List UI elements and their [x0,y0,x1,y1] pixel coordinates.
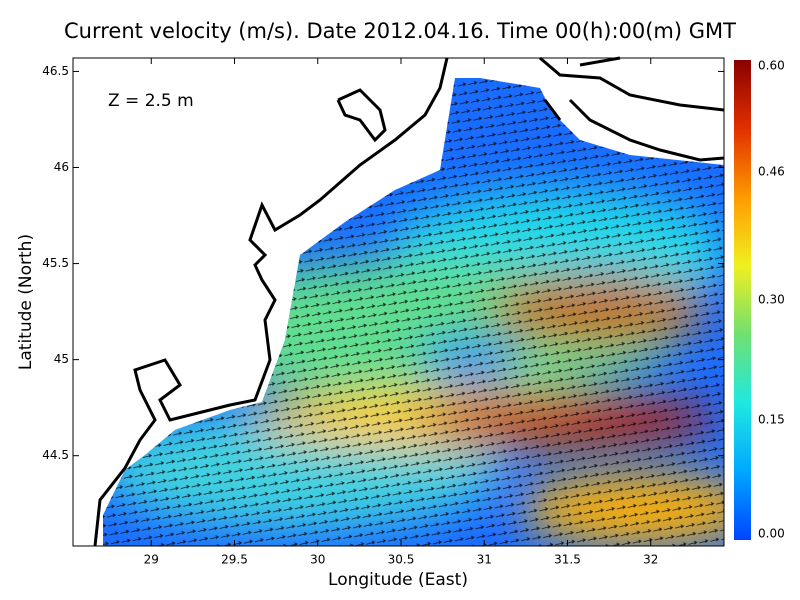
y-tick-label: 46.5 [42,64,69,78]
colorbar-tick-label: 0.15 [758,413,785,427]
plot-frame [72,57,725,547]
x-tick-label: 32 [643,553,658,567]
colorbar-tick-label: 0.30 [758,293,785,307]
x-tick-label: 30.5 [388,553,415,567]
velocity-field [103,78,724,546]
x-axis-label: Longitude (East) [328,570,468,590]
x-tick-label: 29 [144,553,159,567]
colorbar [734,60,751,540]
map-title: Current velocity (m/s). Date 2012.04.16.… [64,19,736,43]
x-tick-label: 31 [477,553,492,567]
x-tick-label: 29.5 [221,553,248,567]
y-tick-label: 46 [54,160,69,174]
y-tick-label: 44.5 [42,448,69,462]
colorbar-tick-label: 0.60 [758,59,785,73]
x-tick-label: 31.5 [554,553,581,567]
y-tick-label: 45 [54,352,69,366]
x-tick-label: 30 [310,553,325,567]
coastline [93,56,725,547]
y-axis-label: Latitude (North) [16,234,36,370]
colorbar-tick-label: 0.00 [758,527,785,541]
colorbar-tick-label: 0.46 [758,165,785,179]
depth-annotation: Z = 2.5 m [108,91,194,111]
y-tick-label: 45.5 [42,256,69,270]
